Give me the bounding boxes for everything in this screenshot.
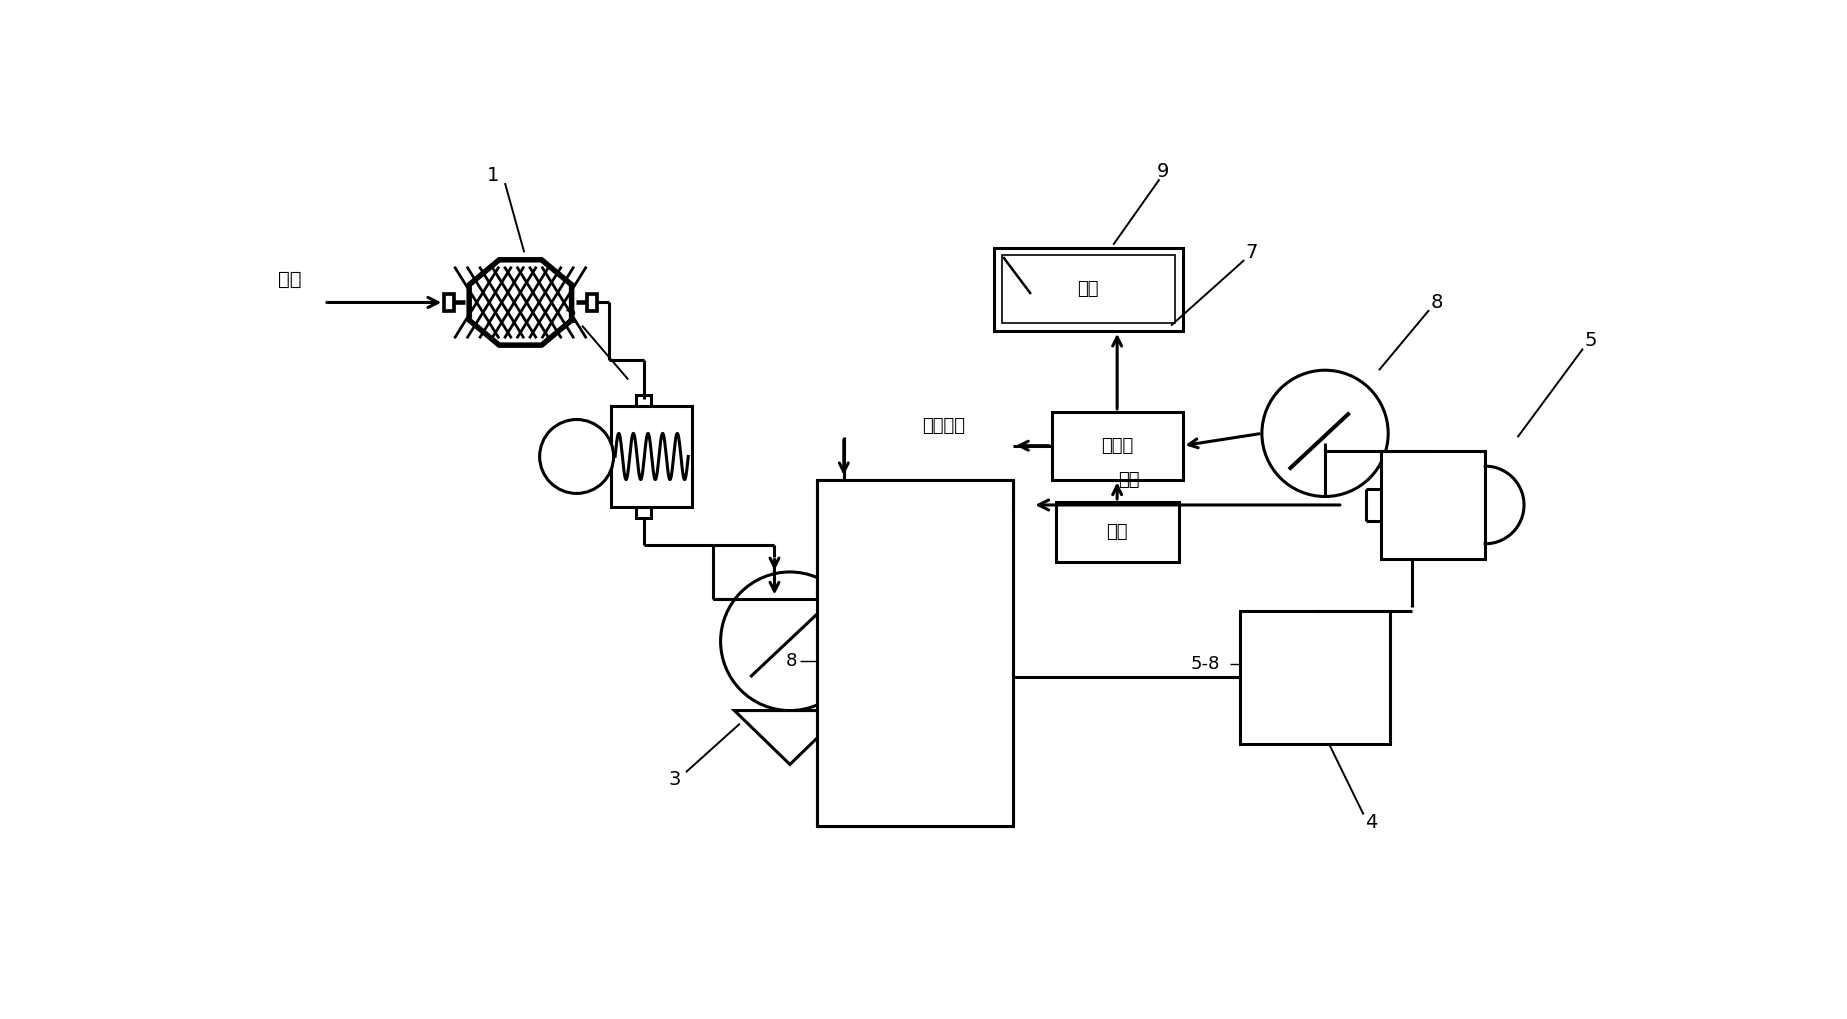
Text: 8: 8 bbox=[787, 651, 798, 669]
Bar bbox=[443, 294, 454, 311]
Bar bbox=[587, 294, 597, 311]
Text: 按键: 按键 bbox=[1106, 523, 1129, 541]
Text: 单片机: 单片机 bbox=[1101, 437, 1134, 454]
Text: 1: 1 bbox=[488, 166, 501, 184]
Bar bbox=[1001, 256, 1175, 323]
Bar bbox=[1051, 412, 1182, 480]
Text: 4: 4 bbox=[1365, 813, 1378, 832]
Circle shape bbox=[720, 572, 859, 710]
Circle shape bbox=[539, 420, 613, 493]
Text: 8: 8 bbox=[1431, 292, 1443, 312]
Text: 7: 7 bbox=[1245, 243, 1258, 262]
Text: 进气: 进气 bbox=[277, 270, 301, 288]
Bar bbox=[1382, 451, 1485, 558]
Text: 9: 9 bbox=[1158, 162, 1169, 181]
Bar bbox=[1241, 611, 1391, 744]
Bar bbox=[611, 407, 693, 506]
Text: 5: 5 bbox=[1585, 331, 1598, 351]
Bar bbox=[994, 248, 1182, 331]
Text: 5-8: 5-8 bbox=[1191, 655, 1221, 674]
Text: 2: 2 bbox=[563, 309, 576, 327]
Text: 出气: 出气 bbox=[1117, 472, 1140, 489]
Polygon shape bbox=[735, 710, 846, 764]
Text: 闭环控制: 闭环控制 bbox=[922, 417, 966, 435]
Text: 3: 3 bbox=[669, 770, 680, 790]
Circle shape bbox=[1262, 370, 1389, 496]
Bar bbox=[816, 480, 1014, 826]
Bar bbox=[1055, 502, 1178, 561]
Bar bbox=[816, 480, 1014, 826]
Bar bbox=[635, 506, 652, 518]
Bar bbox=[635, 394, 652, 407]
Text: 显示: 显示 bbox=[1077, 280, 1099, 299]
